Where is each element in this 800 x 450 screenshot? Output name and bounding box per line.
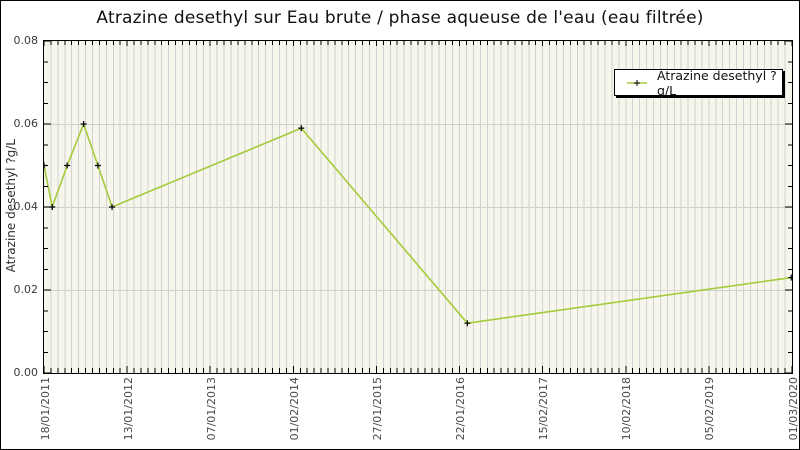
x-tick-label: 27/01/2015 [370,377,384,441]
y-tick-label: 0.02 [13,283,39,296]
x-tick-label: 15/02/2017 [537,377,551,441]
x-tick-label: 13/01/2012 [121,377,135,441]
x-tick-label: 22/01/2016 [454,377,468,441]
legend-label: Atrazine desethyl ?g/L [657,67,777,98]
chart-canvas [44,41,792,373]
data-point-marker [109,204,116,210]
y-tick-label: 0.08 [13,34,39,47]
data-point-marker [94,162,101,169]
x-tick-label: 10/02/2018 [620,377,634,441]
x-tick-label: 01/03/2020 [786,377,800,441]
y-tick-label: 0.06 [13,117,39,130]
data-point-marker [788,274,792,281]
x-tick-label: 05/02/2019 [703,377,717,441]
y-tick-label: 0.04 [13,200,39,213]
legend-box: Atrazine desethyl ?g/L [614,67,783,98]
chart-title: Atrazine desethyl sur Eau brute / phase … [96,8,704,28]
data-point-marker [298,125,305,132]
x-tick-label: 01/02/2014 [287,377,301,441]
x-tick-label: 07/01/2013 [204,377,218,441]
data-point-marker [464,320,471,327]
data-point-marker [80,121,87,127]
x-tick-label: 18/01/2011 [38,377,52,441]
legend-line-marker-icon [627,79,647,86]
data-point-marker [64,162,71,169]
y-tick-label: 0.00 [13,366,39,379]
